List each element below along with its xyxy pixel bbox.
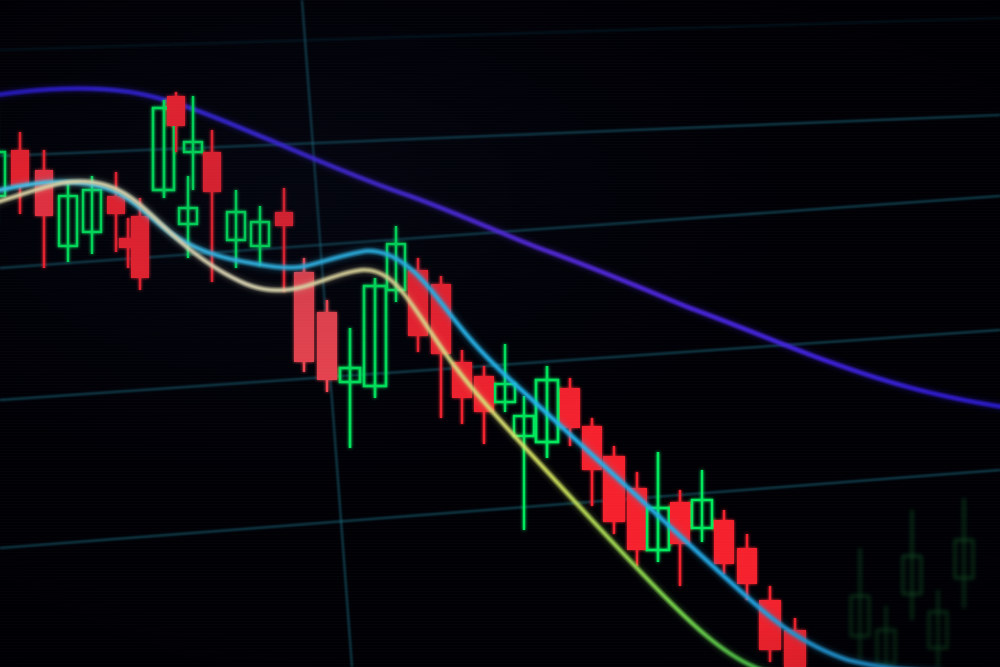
candle-bear (317, 300, 337, 392)
candle-bear (603, 446, 625, 534)
candle-bear (294, 258, 314, 372)
